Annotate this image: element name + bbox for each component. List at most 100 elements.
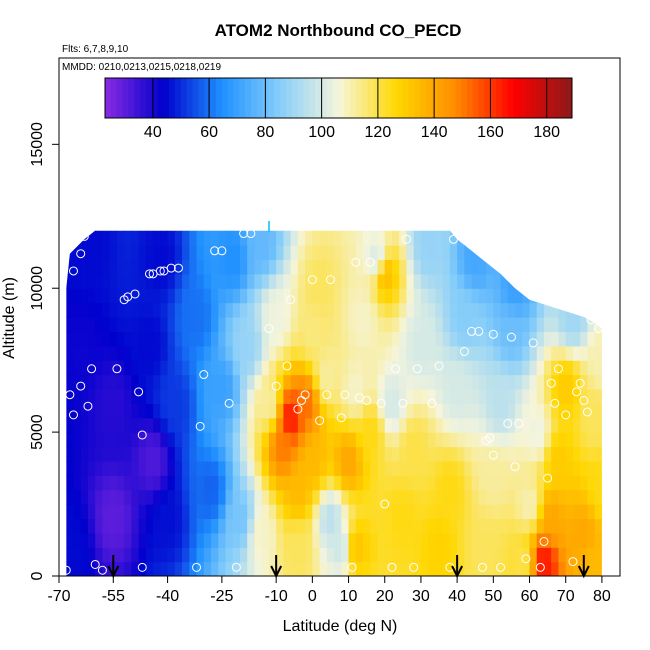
field-cell <box>435 360 444 376</box>
field-cell <box>174 331 183 347</box>
field-cell <box>261 230 270 246</box>
field-cell <box>319 518 328 534</box>
field-cell <box>276 417 284 433</box>
sample-point <box>546 378 556 388</box>
sample-point <box>582 407 592 417</box>
sample-point <box>568 557 578 567</box>
field-cell <box>167 360 176 376</box>
field-cell <box>558 475 567 491</box>
field-cell <box>341 360 350 376</box>
field-cell <box>594 360 602 376</box>
field-cell <box>160 403 169 419</box>
field-cell <box>95 374 104 390</box>
field-cell <box>73 259 82 275</box>
field-cell <box>551 273 560 289</box>
field-cell <box>355 403 364 419</box>
sample-point <box>514 418 524 428</box>
field-cell <box>87 374 96 390</box>
field-cell <box>211 245 219 261</box>
sample-point <box>83 401 93 411</box>
field-cell <box>449 504 458 520</box>
field-cell <box>384 273 393 289</box>
field-cell <box>116 374 125 390</box>
field-cell <box>529 432 538 448</box>
field-cell <box>145 460 154 476</box>
field-cell <box>428 489 437 505</box>
field-cell <box>153 417 161 433</box>
field-cell <box>391 518 400 534</box>
field-cell <box>471 360 480 376</box>
field-cell <box>565 374 574 390</box>
field-cell <box>478 331 487 347</box>
field-cell <box>196 417 205 433</box>
field-cell <box>305 446 313 462</box>
field-cell <box>196 518 205 534</box>
field-cell <box>182 532 190 548</box>
colorbar-tick-label: 120 <box>365 124 392 141</box>
field-cell <box>138 403 147 419</box>
field-cell <box>153 460 161 476</box>
field-cell <box>95 388 104 404</box>
field-cell <box>565 345 574 361</box>
field-cell <box>449 317 458 332</box>
field-cell <box>247 518 256 534</box>
field-cell <box>558 245 567 261</box>
field-cell <box>536 547 545 563</box>
colorbar-band <box>391 78 398 118</box>
field-cell <box>580 317 589 332</box>
field-cell <box>536 432 545 448</box>
field-cell <box>95 288 104 304</box>
field-cell <box>319 302 328 318</box>
field-cell <box>203 345 212 361</box>
field-cell <box>399 259 408 275</box>
field-cell <box>377 302 386 318</box>
field-cell <box>268 547 277 563</box>
field-cell <box>319 317 328 332</box>
sample-point <box>271 381 281 391</box>
y-tick-label: 10000 <box>29 266 46 311</box>
field-cell <box>594 288 602 304</box>
field-cell <box>319 417 328 433</box>
field-cell <box>500 245 509 261</box>
field-cell <box>232 489 241 505</box>
field-cell <box>247 446 256 462</box>
field-cell <box>182 331 190 347</box>
field-cell <box>515 547 523 563</box>
field-cell <box>558 432 567 448</box>
field-cell <box>377 432 386 448</box>
field-cell <box>435 475 444 491</box>
field-cell <box>73 302 82 318</box>
field-cell <box>153 403 161 419</box>
field-cell <box>558 460 567 476</box>
field-cell <box>203 504 212 520</box>
field-cell <box>363 532 371 548</box>
field-cell <box>167 388 176 404</box>
field-cell <box>167 432 176 448</box>
field-cell <box>80 259 89 275</box>
field-cell <box>319 230 328 246</box>
field-cell <box>261 302 270 318</box>
field-cell <box>413 345 422 361</box>
field-cell <box>319 374 328 390</box>
field-cell <box>305 360 313 376</box>
field-cell <box>211 273 219 289</box>
sample-point <box>340 390 350 400</box>
field-cell <box>160 360 169 376</box>
field-cell <box>138 547 147 563</box>
field-cell <box>218 532 227 548</box>
field-cell <box>399 504 408 520</box>
field-cell <box>160 432 169 448</box>
field-cell <box>297 230 306 246</box>
colorbar-band <box>110 78 118 118</box>
sample-point <box>79 231 89 241</box>
field-cell <box>572 360 581 376</box>
field-cell <box>515 532 523 548</box>
field-cell <box>247 273 256 289</box>
field-cell <box>536 245 545 261</box>
field-cell <box>428 331 437 347</box>
x-tick-label: 80 <box>593 588 611 605</box>
field-cell <box>565 489 574 505</box>
colorbar-band <box>116 78 124 118</box>
field-cell <box>239 475 248 491</box>
field-cell <box>203 417 212 433</box>
